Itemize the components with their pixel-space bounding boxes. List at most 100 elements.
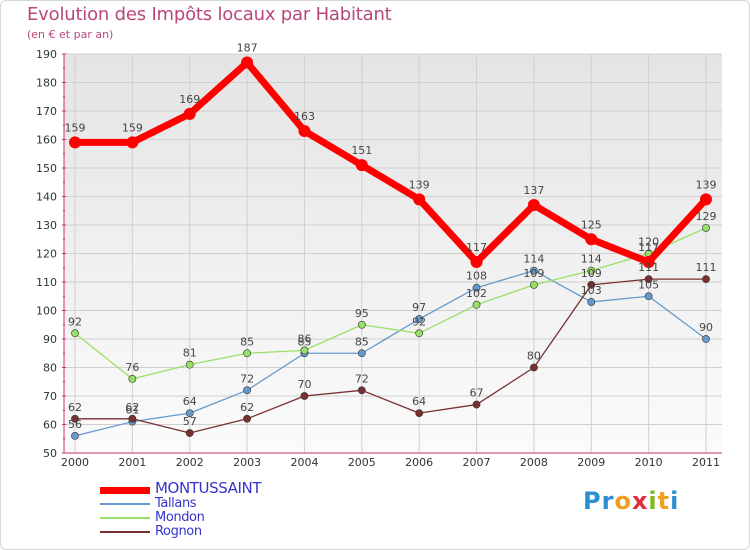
data-label-tallans: 103 [581, 284, 602, 297]
data-label-montussaint: 117 [466, 241, 487, 254]
legend-label: Rognon [155, 524, 202, 539]
point-montussaint [527, 199, 540, 212]
point-rognon [415, 409, 424, 417]
data-label-mondon: 129 [696, 210, 717, 223]
x-tick-label: 2004 [290, 456, 318, 469]
point-rognon [587, 280, 596, 289]
point-mondon [415, 329, 424, 338]
chart-subtitle: (en € et par an) [27, 28, 114, 41]
data-label-montussaint: 159 [122, 121, 143, 134]
data-label-montussaint: 125 [581, 218, 602, 231]
data-label-mondon: 86 [297, 332, 311, 345]
y-tick-label: 50 [43, 447, 57, 460]
brand-letter: x [631, 487, 649, 515]
point-rognon [472, 400, 481, 409]
point-tallans [71, 431, 79, 440]
y-tick-label: 60 [43, 419, 57, 432]
point-mondon [243, 349, 251, 358]
point-rognon [644, 275, 653, 284]
brand-letter: o [614, 487, 632, 515]
legend-label: Tallans [155, 496, 197, 511]
point-mondon [702, 223, 710, 232]
point-mondon [128, 374, 137, 383]
y-tick-label: 180 [36, 77, 57, 90]
chart-title: Evolution des Impôts locaux par Habitant [27, 4, 392, 25]
series [69, 56, 712, 440]
data-label-rognon: 62 [240, 401, 254, 414]
data-label-rognon: 57 [183, 415, 197, 428]
data-label-rognon: 62 [68, 401, 82, 414]
data-label-rognon: 64 [412, 395, 426, 408]
data-label-montussaint: 139 [696, 178, 717, 191]
point-montussaint [241, 56, 254, 69]
data-label-rognon: 111 [638, 261, 659, 274]
y-tick-label: 140 [36, 191, 57, 204]
data-label-mondon: 120 [638, 236, 659, 249]
x-tick-label: 2002 [176, 456, 204, 469]
x-tick-label: 2000 [61, 456, 89, 469]
data-label-tallans: 114 [523, 253, 544, 266]
data-label-mondon: 85 [240, 335, 254, 348]
data-label-rognon: 80 [527, 350, 541, 363]
x-tick-label: 2007 [463, 456, 491, 469]
point-montussaint [126, 136, 139, 149]
y-tick-label: 110 [36, 276, 57, 289]
brand-letter: t [657, 487, 671, 515]
point-rognon [530, 363, 538, 372]
legend-swatch [100, 486, 150, 494]
data-label-rognon: 72 [355, 372, 369, 385]
point-montussaint [700, 193, 712, 206]
point-tallans [185, 409, 194, 417]
legend-swatch [100, 531, 150, 533]
data-label-montussaint: 163 [294, 110, 315, 123]
point-mondon [530, 280, 538, 289]
point-rognon [71, 414, 79, 423]
x-tick-label: 2008 [520, 456, 548, 469]
point-montussaint [355, 159, 368, 172]
data-label-rognon: 62 [125, 401, 139, 414]
data-label-rognon: 109 [581, 267, 602, 280]
point-mondon [300, 346, 309, 355]
data-label-tallans: 56 [68, 418, 82, 431]
data-label-tallans: 64 [183, 395, 197, 408]
data-label-tallans: 85 [297, 335, 311, 348]
data-label-mondon: 102 [466, 287, 487, 300]
x-tick-label: 2010 [635, 456, 663, 469]
point-tallans [530, 266, 538, 275]
point-rognon [300, 392, 309, 400]
point-montussaint [413, 193, 426, 206]
x-tick-label: 2006 [405, 456, 433, 469]
point-rognon [243, 414, 251, 423]
data-label-mondon: 81 [183, 347, 197, 360]
data-label-montussaint: 159 [65, 121, 86, 134]
point-mondon [357, 320, 366, 329]
data-label-montussaint: 117 [638, 241, 659, 254]
point-montussaint [585, 233, 598, 246]
data-label-mondon: 95 [355, 307, 369, 320]
point-montussaint [69, 136, 81, 149]
brand-letter: i [648, 487, 658, 515]
y-tick-label: 170 [36, 105, 57, 118]
data-label-tallans: 97 [412, 301, 426, 314]
point-rognon [128, 414, 137, 423]
legend-swatch [100, 503, 150, 505]
point-tallans [644, 292, 653, 301]
data-label-mondon: 109 [523, 267, 544, 280]
point-tallans [472, 283, 481, 292]
point-mondon [472, 300, 481, 309]
point-tallans [587, 298, 596, 306]
point-montussaint [298, 124, 311, 137]
point-rognon [185, 429, 194, 437]
series-line-mondon [74, 227, 707, 380]
x-tick-label: 2005 [348, 456, 376, 469]
x-tick-label: 2001 [118, 456, 146, 469]
point-mondon [71, 329, 79, 338]
point-mondon [587, 266, 596, 275]
point-tallans [243, 386, 251, 395]
series-line-rognon [74, 278, 707, 434]
data-label-tallans: 108 [466, 270, 487, 283]
y-tick-label: 130 [36, 219, 57, 232]
point-rognon [702, 275, 710, 284]
y-tick-label: 90 [43, 333, 57, 346]
